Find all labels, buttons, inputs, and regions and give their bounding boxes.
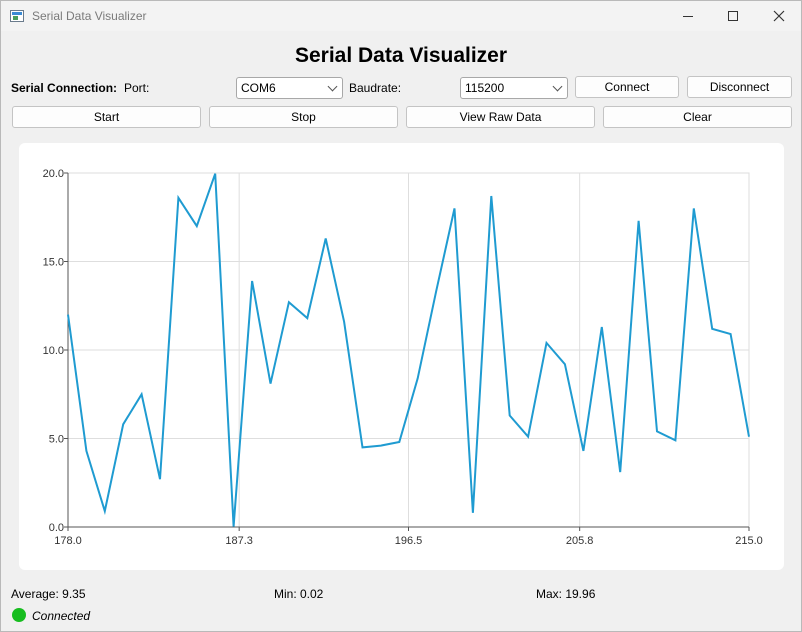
port-value: COM6 bbox=[241, 81, 276, 95]
line-chart: 0.0 5.0 10.0 15.0 20.0 178.0 187.3 196.5 205.8 21… bbox=[43, 168, 763, 547]
title-bar[interactable]: Serial Data Visualizer bbox=[1, 1, 801, 31]
port-select[interactable]: COM6 bbox=[236, 77, 343, 99]
x-tick-label: 178.0 bbox=[54, 535, 82, 547]
close-button[interactable] bbox=[756, 1, 802, 31]
x-tick-label: 205.8 bbox=[566, 535, 594, 547]
connect-button[interactable]: Connect bbox=[575, 76, 679, 98]
close-icon bbox=[773, 10, 785, 22]
app-icon bbox=[10, 10, 24, 22]
disconnect-button[interactable]: Disconnect bbox=[687, 76, 792, 98]
start-button[interactable]: Start bbox=[12, 106, 201, 128]
y-tick-label: 10.0 bbox=[43, 345, 64, 357]
chevron-down-icon bbox=[552, 81, 563, 92]
view-raw-data-button[interactable]: View Raw Data bbox=[406, 106, 595, 128]
maximize-icon bbox=[728, 11, 738, 21]
page-title: Serial Data Visualizer bbox=[294, 44, 508, 67]
x-tick-label: 215.0 bbox=[735, 535, 763, 547]
serial-connection-label: Serial Connection: bbox=[11, 81, 118, 95]
average-stat: Average: 9.35 bbox=[11, 587, 86, 601]
connection-status: Connected bbox=[32, 609, 91, 623]
chart-panel: 0.0 5.0 10.0 15.0 20.0 178.0 187.3 196.5 205.8 21… bbox=[19, 143, 784, 570]
window-title: Serial Data Visualizer bbox=[32, 9, 147, 23]
x-tick-label: 187.3 bbox=[225, 535, 253, 547]
max-stat: Max: 19.96 bbox=[536, 587, 596, 601]
y-tick-label: 15.0 bbox=[43, 257, 64, 269]
x-tick-label: 196.5 bbox=[395, 535, 423, 547]
min-stat: Min: 0.02 bbox=[274, 587, 324, 601]
series-line bbox=[67, 173, 750, 527]
port-label: Port: bbox=[124, 81, 150, 95]
minimize-button[interactable] bbox=[665, 1, 711, 31]
baudrate-label: Baudrate: bbox=[349, 81, 402, 95]
maximize-button[interactable] bbox=[710, 1, 756, 31]
y-tick-label: 20.0 bbox=[43, 168, 64, 180]
chevron-down-icon bbox=[327, 81, 338, 92]
clear-button[interactable]: Clear bbox=[603, 106, 792, 128]
baudrate-select[interactable]: 115200 bbox=[460, 77, 568, 99]
stop-button[interactable]: Stop bbox=[209, 106, 398, 128]
baudrate-value: 115200 bbox=[465, 81, 505, 95]
minimize-icon bbox=[683, 15, 693, 17]
status-indicator-icon bbox=[12, 608, 26, 622]
y-tick-label: 0.0 bbox=[49, 522, 64, 534]
y-tick-label: 5.0 bbox=[49, 434, 64, 446]
